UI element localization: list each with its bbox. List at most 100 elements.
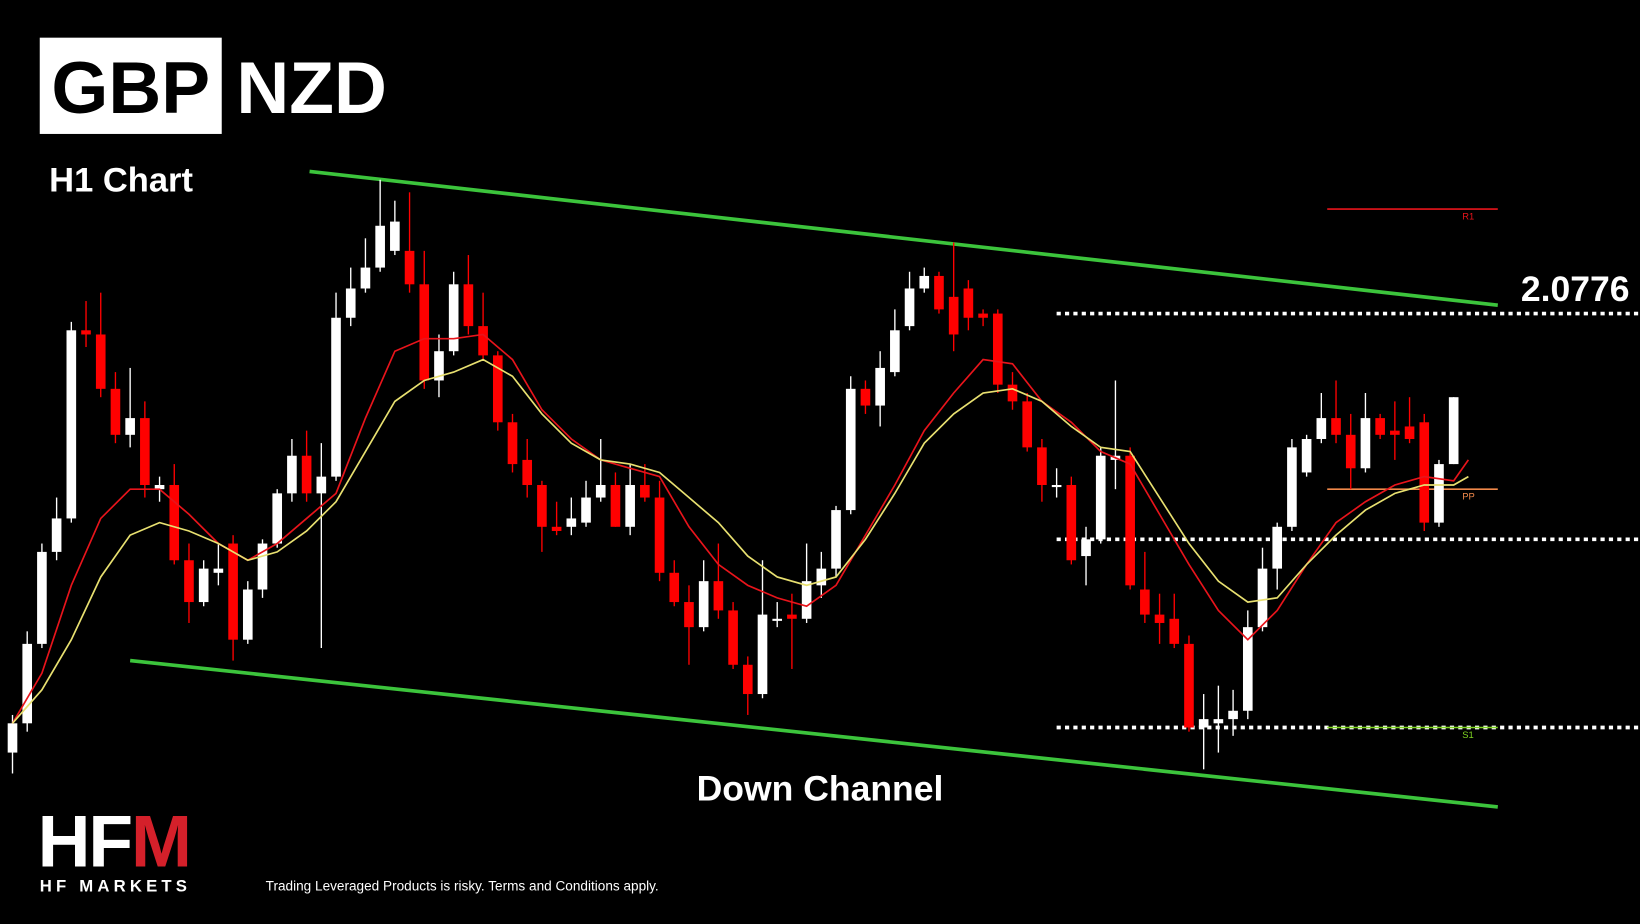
candle-body bbox=[1066, 484, 1077, 561]
candle-body bbox=[213, 568, 224, 573]
candle-body bbox=[375, 225, 385, 268]
candle-body bbox=[316, 476, 327, 494]
pivot-label: PP bbox=[1462, 491, 1475, 502]
moving-average bbox=[11, 358, 1469, 724]
candle-body bbox=[1154, 614, 1165, 623]
candle-body bbox=[492, 355, 503, 423]
candle-body bbox=[698, 581, 709, 628]
logo-main: HF bbox=[38, 800, 132, 882]
candle-body bbox=[890, 330, 900, 373]
quote-currency: NZD bbox=[236, 47, 386, 129]
candle-body bbox=[242, 589, 253, 640]
candle-body bbox=[684, 602, 694, 628]
disclaimer: Trading Leveraged Products is risky. Ter… bbox=[266, 879, 659, 894]
candle-body bbox=[140, 418, 150, 485]
candle-body bbox=[1169, 618, 1180, 644]
candle-body bbox=[728, 610, 738, 665]
candle-body bbox=[22, 643, 33, 724]
candle-body bbox=[831, 510, 841, 569]
logo: HFM bbox=[38, 800, 190, 882]
candle-body bbox=[816, 568, 827, 586]
candle-body bbox=[1022, 401, 1033, 448]
candle-body bbox=[1257, 568, 1268, 628]
candle-body bbox=[1345, 434, 1356, 469]
candle-body bbox=[434, 351, 444, 381]
candle-body bbox=[904, 288, 915, 327]
channel-line bbox=[309, 169, 1499, 308]
candle-body bbox=[184, 560, 194, 603]
channel-line bbox=[129, 658, 1498, 809]
pivot-label: R1 bbox=[1462, 211, 1474, 222]
base-box bbox=[39, 37, 222, 134]
candle-body bbox=[51, 518, 62, 552]
candle-body bbox=[919, 275, 930, 289]
candle-body bbox=[95, 334, 106, 389]
candle-body bbox=[992, 313, 1003, 385]
candle-body bbox=[978, 313, 988, 318]
candle-body bbox=[37, 551, 47, 644]
candle-body bbox=[713, 581, 724, 611]
candle-body bbox=[1419, 422, 1430, 523]
candle-body bbox=[7, 723, 18, 753]
candle-body bbox=[66, 330, 77, 519]
candle-body bbox=[934, 275, 944, 310]
candle-body bbox=[390, 221, 400, 251]
candle-body bbox=[1242, 627, 1253, 711]
candle-body bbox=[625, 484, 635, 527]
candle-body bbox=[1404, 426, 1415, 440]
level-label: 2.0776 bbox=[1521, 269, 1630, 309]
brand: HF MARKETS bbox=[40, 877, 191, 896]
candle-body bbox=[1301, 439, 1312, 473]
timeframe: H1 Chart bbox=[49, 161, 193, 199]
candle-body bbox=[640, 484, 650, 498]
candle-body bbox=[845, 388, 856, 511]
candle-body bbox=[1081, 539, 1091, 557]
candle-body bbox=[287, 455, 297, 494]
candle-body bbox=[1007, 384, 1018, 402]
candle-body bbox=[1390, 430, 1400, 435]
candle-body bbox=[875, 367, 885, 406]
candle-body bbox=[537, 484, 547, 527]
candle-body bbox=[125, 418, 135, 435]
candle-body bbox=[742, 664, 753, 695]
candle-body bbox=[228, 543, 238, 640]
candle-body bbox=[522, 459, 533, 485]
candle-body bbox=[948, 296, 959, 335]
candle-body bbox=[1434, 464, 1444, 523]
candle-body bbox=[272, 493, 283, 544]
candle-body bbox=[1316, 418, 1327, 440]
candle-body bbox=[669, 572, 680, 603]
candle-body bbox=[1184, 643, 1194, 728]
candle-body bbox=[757, 614, 768, 695]
candle-body bbox=[463, 284, 474, 327]
candle-body bbox=[257, 543, 268, 590]
plot-area: 2.0776 R1 PP S1 bbox=[7, 169, 1640, 809]
candle-body bbox=[1037, 447, 1047, 485]
base-currency: GBP bbox=[51, 47, 210, 129]
pivot-label: S1 bbox=[1462, 729, 1474, 740]
candle-body bbox=[1331, 418, 1341, 435]
candle-body bbox=[478, 326, 488, 356]
candle-body bbox=[81, 330, 91, 335]
candle-body bbox=[1448, 397, 1459, 465]
candle-body bbox=[1213, 719, 1224, 724]
candle-body bbox=[1228, 710, 1238, 720]
candle-body bbox=[169, 484, 180, 561]
logo-accent: M bbox=[131, 800, 190, 882]
candle-body bbox=[963, 288, 974, 318]
annotation: Down Channel bbox=[697, 769, 944, 809]
candle-body bbox=[581, 497, 591, 523]
candle-body bbox=[551, 526, 562, 531]
candle-body bbox=[419, 284, 430, 381]
candle-body bbox=[1198, 719, 1209, 728]
candle-body bbox=[610, 484, 621, 527]
candle-body bbox=[801, 581, 812, 619]
moving-average bbox=[11, 333, 1470, 724]
candle-body bbox=[345, 288, 356, 318]
candle-body bbox=[110, 388, 121, 435]
candle-body bbox=[1095, 455, 1106, 540]
candle-body bbox=[198, 568, 209, 603]
candle-body bbox=[1051, 484, 1062, 488]
